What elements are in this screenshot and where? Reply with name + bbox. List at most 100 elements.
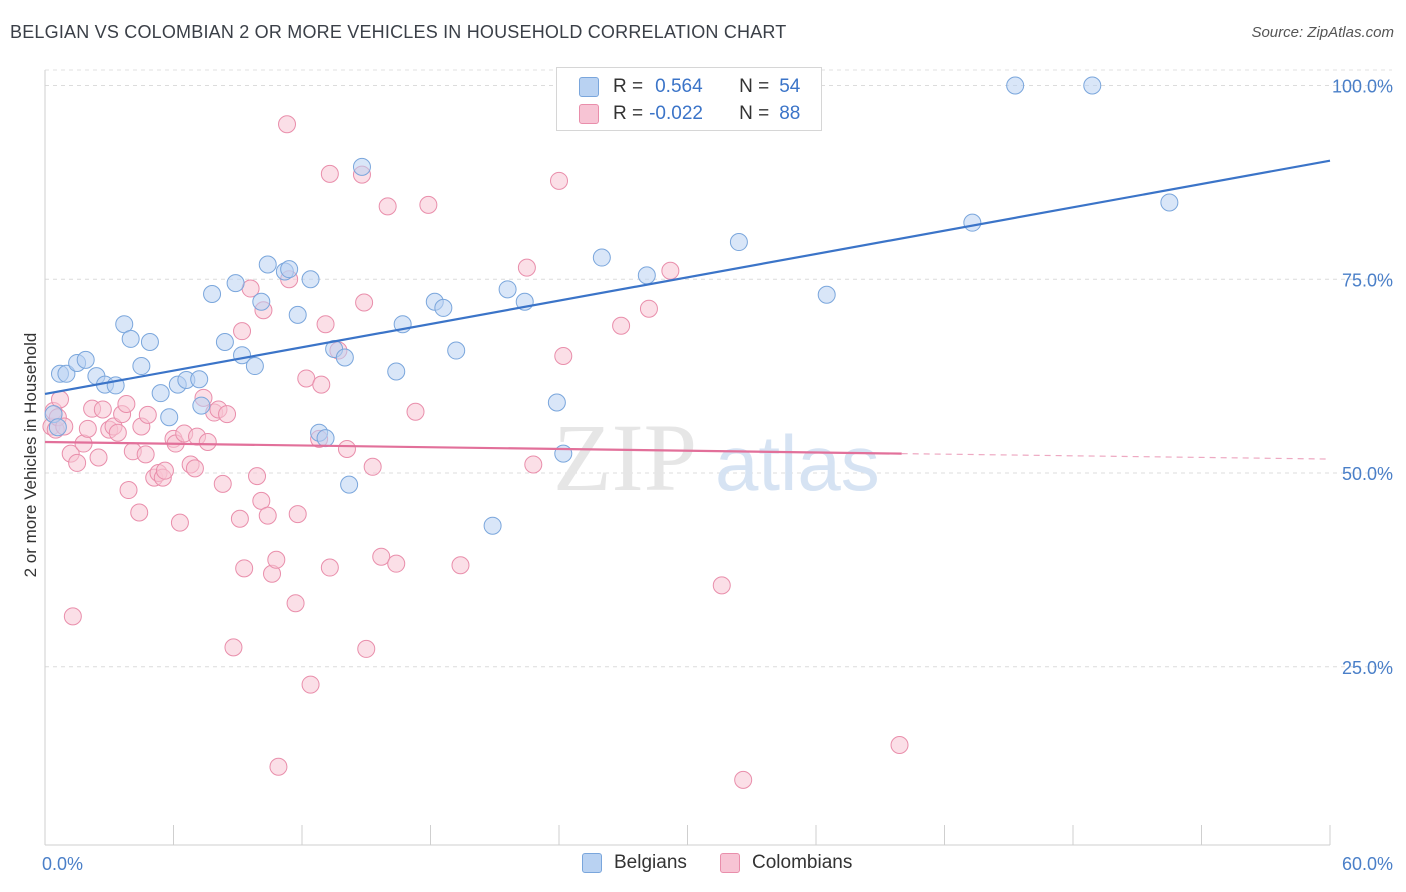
colombians-point [712,576,731,595]
belgians-point [151,384,170,403]
colombians-point [248,467,267,486]
belgians-point [387,362,406,381]
colombians-swatch [720,853,740,873]
colombians-point [734,770,753,789]
belgians-point [121,329,140,348]
r-label: R = [613,76,644,97]
colombians-point [612,316,631,335]
chart-title: BELGIAN VS COLOMBIAN 2 OR MORE VEHICLES … [10,22,787,42]
colombians-point [185,459,204,478]
y-axis-label: 2 or more Vehicles in Household [21,333,40,578]
colombians-point [316,315,335,334]
belgians-point [192,396,211,415]
belgians-point [335,348,354,367]
colombians-point [355,293,374,312]
colombians-point [136,445,155,464]
colombians-point [372,547,391,566]
colombians-point [89,448,108,467]
belgians-point [637,266,656,285]
colombians-point [78,419,97,438]
colombians-point [119,481,138,500]
belgians-trend-line [44,159,1331,396]
belgians-point [215,333,234,352]
colombians-point [138,405,157,424]
watermark-atlas: atlas [715,419,880,507]
belgians-point [301,270,320,289]
belgians-n-value: 54 [779,76,801,97]
belgians-point [258,255,277,274]
belgians-point [288,305,307,324]
colombians-point [170,513,189,532]
colombians-point [213,474,232,493]
watermark: ZIP atlas [553,404,880,511]
colombians-point [198,433,217,451]
colombians-point [288,505,307,524]
belgians-point [245,357,264,376]
legend-colombians-label: Colombians [752,852,853,873]
belgians-point [140,333,159,352]
colombians-point [661,261,680,280]
colombians-point [155,461,174,480]
belgians-point [554,444,573,463]
colombians-point [378,197,397,216]
belgians-point [160,408,179,427]
belgians-swatch [582,853,602,873]
legend-item-colombians[interactable]: Colombians [720,852,852,874]
colombians-point [224,638,243,657]
colombians-point [297,369,316,388]
belgians-point [132,357,151,376]
colombians-point [93,400,112,419]
belgians-point [203,284,222,303]
legend-item-belgians[interactable]: Belgians [582,852,687,874]
belgians-point [280,260,299,279]
belgians-point [190,370,209,389]
belgians-point [1083,76,1102,95]
colombians-point [108,423,127,442]
x-tick-label: 60.0% [1342,854,1393,874]
belgians-point [76,350,95,369]
colombians-point [312,375,331,394]
axes [44,70,1331,846]
colombians-point [357,639,376,658]
colombians-point [639,299,658,318]
series-legend: Belgians Colombians [0,852,1406,878]
colombians-point [267,550,286,569]
colombians-trend-line [44,440,902,455]
belgians-point [447,341,466,360]
colombians-point [117,395,136,414]
colombians-point [406,402,425,421]
belgians-r-value: 0.564 [655,76,703,97]
source-label: Source: ZipAtlas.com [1251,24,1394,41]
colombians-point [286,594,305,613]
belgians-point [48,418,67,437]
belgians-point [592,248,611,267]
belgians-point [434,298,453,317]
colombians-point [517,258,536,277]
colombians-point [258,506,277,525]
y-tick-label: 25.0% [1342,658,1393,678]
trend-lines [44,159,1331,460]
legend-belgians-label: Belgians [614,852,687,873]
colombians-point [337,439,356,458]
belgians-point [1160,193,1179,212]
colombians-point [218,405,237,424]
n-label: N = [739,103,770,124]
colombians-point [320,558,339,577]
colombians-point [451,556,470,575]
belgians-point [1006,76,1025,95]
x-tick-label: 0.0% [42,854,83,874]
r-label: R = [613,103,644,124]
tick-labels: 25.0% 50.0% 75.0% 100.0% 0.0% 60.0% [42,77,1393,875]
n-label: N = [739,76,770,97]
belgians-point [498,280,517,299]
belgians-point [316,429,335,448]
belgians-point [252,292,271,311]
colombians-point [554,346,573,365]
colombians-point [269,757,288,776]
colombians-point [235,559,254,578]
stats-legend: R = 0.564 N = 54 R = -0.022 N = 88 [556,67,822,131]
y-tick-label: 75.0% [1342,270,1393,290]
colombians-point [278,115,297,134]
belgians-swatch [579,77,599,97]
